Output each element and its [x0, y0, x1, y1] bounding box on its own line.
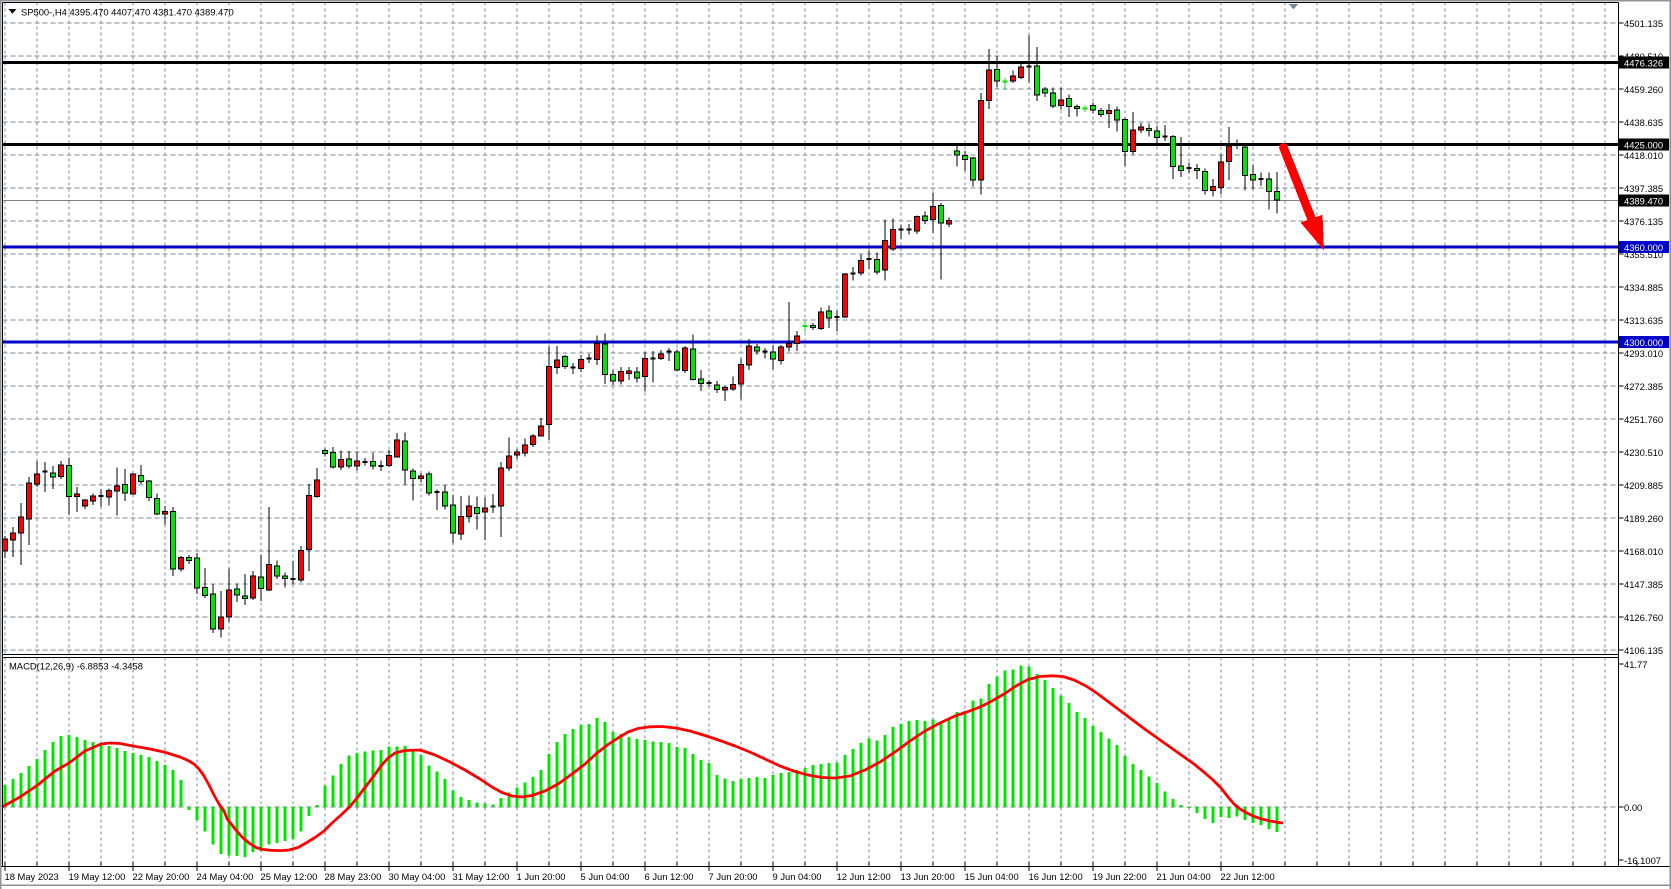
svg-text:4334.885: 4334.885 [1624, 282, 1663, 293]
svg-text:4313.635: 4313.635 [1624, 315, 1663, 326]
svg-text:4168.010: 4168.010 [1624, 546, 1663, 557]
svg-text:31 May 12:00: 31 May 12:00 [453, 871, 510, 882]
svg-text:SP500-,H4 4395.470 4407.470 43: SP500-,H4 4395.470 4407.470 4381.470 438… [21, 7, 234, 18]
svg-text:4376.135: 4376.135 [1624, 216, 1663, 227]
svg-text:19 May 12:00: 19 May 12:00 [69, 871, 126, 882]
svg-text:4147.385: 4147.385 [1624, 579, 1663, 590]
svg-text:22 May 20:00: 22 May 20:00 [133, 871, 190, 882]
svg-text:4300.000: 4300.000 [1624, 337, 1663, 348]
svg-text:4355.510: 4355.510 [1624, 249, 1663, 260]
svg-text:21 Jun 04:00: 21 Jun 04:00 [1157, 871, 1211, 882]
svg-text:30 May 04:00: 30 May 04:00 [389, 871, 446, 882]
svg-text:13 Jun 20:00: 13 Jun 20:00 [901, 871, 955, 882]
svg-text:28 May 23:00: 28 May 23:00 [325, 871, 382, 882]
svg-text:0.00: 0.00 [1624, 802, 1642, 813]
svg-text:6 Jun 12:00: 6 Jun 12:00 [645, 871, 694, 882]
svg-text:5 Jun 04:00: 5 Jun 04:00 [581, 871, 630, 882]
svg-text:4459.260: 4459.260 [1624, 84, 1663, 95]
svg-text:4425.000: 4425.000 [1624, 139, 1663, 150]
svg-text:16 Jun 12:00: 16 Jun 12:00 [1029, 871, 1083, 882]
svg-text:1 Jun 20:00: 1 Jun 20:00 [517, 871, 566, 882]
svg-text:12 Jun 12:00: 12 Jun 12:00 [837, 871, 891, 882]
svg-text:4438.635: 4438.635 [1624, 117, 1663, 128]
svg-text:18 May 2023: 18 May 2023 [5, 871, 59, 882]
svg-text:25 May 12:00: 25 May 12:00 [261, 871, 318, 882]
svg-text:4251.760: 4251.760 [1624, 414, 1663, 425]
svg-text:MACD(12,26,9) -6.8853 -4.3458: MACD(12,26,9) -6.8853 -4.3458 [9, 661, 143, 672]
svg-text:4106.135: 4106.135 [1624, 645, 1663, 656]
svg-text:4272.385: 4272.385 [1624, 381, 1663, 392]
svg-text:4126.760: 4126.760 [1624, 612, 1663, 623]
svg-text:9 Jun 04:00: 9 Jun 04:00 [773, 871, 822, 882]
svg-text:4230.510: 4230.510 [1624, 447, 1663, 458]
svg-text:-16.1007: -16.1007 [1624, 855, 1661, 866]
svg-text:7 Jun 20:00: 7 Jun 20:00 [709, 871, 758, 882]
svg-text:4209.885: 4209.885 [1624, 480, 1663, 491]
svg-text:4360.000: 4360.000 [1624, 242, 1663, 253]
svg-text:4501.135: 4501.135 [1624, 18, 1663, 29]
svg-text:4397.385: 4397.385 [1624, 183, 1663, 194]
svg-text:22 Jun 12:00: 22 Jun 12:00 [1221, 871, 1275, 882]
svg-text:4389.470: 4389.470 [1624, 195, 1663, 206]
svg-text:4476.326: 4476.326 [1624, 57, 1663, 68]
svg-text:19 Jun 22:00: 19 Jun 22:00 [1093, 871, 1147, 882]
svg-text:4189.260: 4189.260 [1624, 513, 1663, 524]
svg-text:4418.010: 4418.010 [1624, 150, 1663, 161]
svg-text:4293.010: 4293.010 [1624, 348, 1663, 359]
svg-text:41.77: 41.77 [1624, 659, 1647, 670]
svg-text:15 Jun 04:00: 15 Jun 04:00 [965, 871, 1019, 882]
svg-text:24 May 04:00: 24 May 04:00 [197, 871, 254, 882]
